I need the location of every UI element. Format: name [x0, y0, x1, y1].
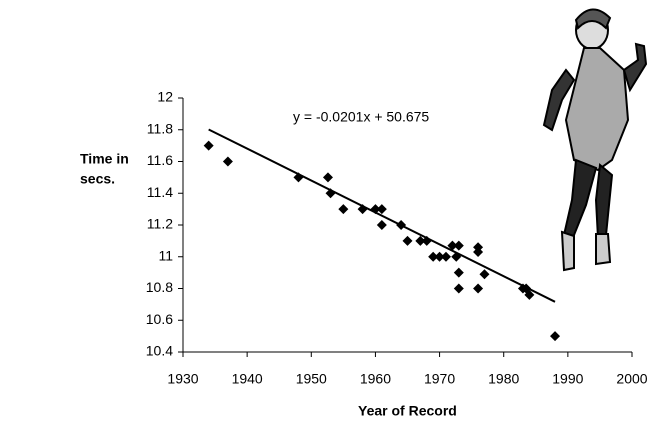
- data-point: [415, 235, 426, 246]
- y-tick-label: 11.8: [147, 120, 173, 136]
- trendline: [208, 128, 556, 303]
- data-point: [357, 204, 368, 215]
- data-point: [396, 220, 407, 230]
- data-point: [550, 331, 561, 342]
- data-point: [479, 269, 490, 280]
- y-tick-label: 11.4: [147, 184, 173, 200]
- x-tick-label: 2000: [616, 371, 647, 387]
- trendline-label: y = -0.0201x + 50.675: [293, 109, 429, 125]
- data-point: [376, 220, 387, 230]
- data-point: [440, 251, 451, 262]
- y-axis-title: Time in: [80, 151, 129, 167]
- y-axis-title: secs.: [80, 171, 115, 187]
- data-point: [370, 204, 381, 215]
- data-point: [428, 251, 439, 262]
- x-tick-label: 1940: [232, 371, 263, 387]
- data-point: [338, 204, 349, 215]
- data-point: [203, 140, 214, 151]
- data-point: [453, 267, 464, 278]
- y-tick-label: 11.2: [147, 216, 173, 232]
- y-tick-label: 11: [158, 247, 173, 263]
- data-point: [325, 188, 336, 199]
- data-point: [453, 283, 464, 294]
- data-point: [524, 289, 535, 300]
- x-tick-label: 1990: [552, 371, 583, 387]
- x-tick-label: 1930: [167, 371, 198, 387]
- x-tick-label: 1980: [488, 371, 519, 387]
- x-tick-label: 1950: [296, 371, 327, 387]
- data-point: [434, 251, 445, 262]
- data-point: [473, 283, 484, 294]
- x-tick-label: 1970: [424, 371, 455, 387]
- y-tick-label: 10.4: [146, 343, 173, 359]
- y-tick-label: 10.8: [146, 279, 173, 295]
- x-tick-label: 1960: [360, 371, 391, 387]
- x-axis-title: Year of Record: [358, 403, 457, 419]
- data-point: [453, 240, 464, 251]
- y-tick-label: 11.6: [147, 152, 173, 168]
- data-point: [402, 235, 413, 246]
- data-point: [473, 246, 484, 257]
- data-point: [451, 251, 462, 262]
- runner-illustration: [542, 8, 648, 272]
- y-tick-label: 10.6: [146, 311, 173, 327]
- data-point: [293, 172, 304, 183]
- data-point: [222, 156, 233, 167]
- data-point: [376, 204, 387, 215]
- data-point: [322, 172, 333, 183]
- data-point: [421, 235, 432, 246]
- y-tick-label: 12: [157, 89, 173, 105]
- data-point: [447, 240, 458, 251]
